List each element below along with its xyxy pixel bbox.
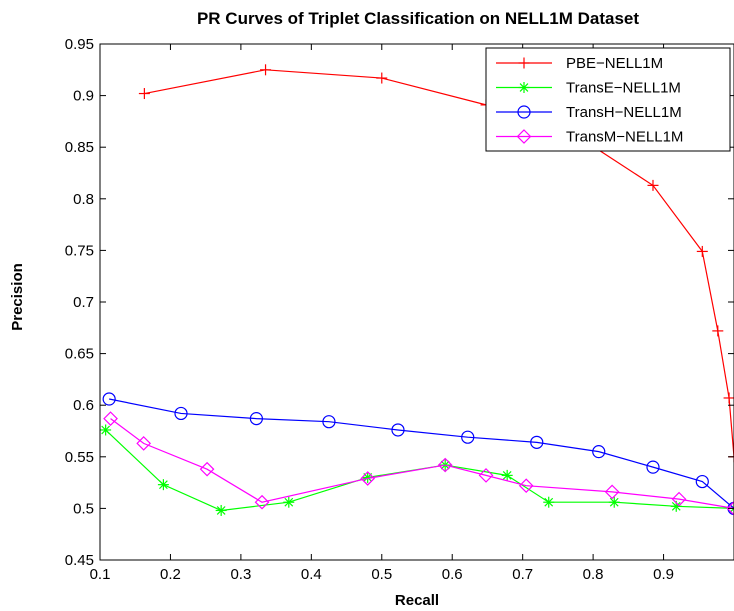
series-line [105,429,734,512]
data-point [592,445,606,459]
data-point [254,494,270,510]
data-point [283,496,295,508]
axes: 0.1 0.2 0.3 0.4 0.5 0.6 0.7 0.8 0.9 0.45 0.5 0.55 0.… [65,36,734,583]
data-point [696,245,708,257]
y-tick-label: 0.55 [65,449,94,466]
series-diamond [103,411,734,516]
y-tick-label: 0.85 [65,139,94,156]
data-point [199,461,215,477]
data-point [671,491,687,507]
data-point [138,88,150,100]
data-point [391,423,405,437]
data-point [646,460,660,474]
y-tick-label: 0.45 [65,552,94,569]
x-tick-label: 0.7 [512,566,533,583]
x-axis-title: Recall [395,592,439,609]
legend-marker [518,57,530,69]
data-point [174,406,188,421]
y-tick-label: 0.5 [73,500,94,517]
x-tick-label: 0.8 [583,566,604,583]
data-point [695,474,709,489]
data-point [157,479,169,491]
data-point [260,64,272,76]
legend-label: TransM−NELL1M [566,129,683,146]
x-tick-label: 0.4 [301,566,322,583]
data-point [437,457,453,473]
legend-box [485,47,731,152]
data-point [322,415,336,429]
y-axis-title: Precision [9,263,26,331]
plot-area [100,64,734,516]
data-point [608,496,620,508]
chart-title: PR Curves of Triplet Classification on N… [197,9,639,28]
data-point [726,501,734,516]
legend-entry: TransM−NELL1M [496,129,683,146]
data-point [103,411,118,426]
y-tick-label: 0.7 [73,294,94,311]
data-point [647,179,659,191]
y-tick-label: 0.9 [73,88,94,105]
legend-label: PBE−NELL1M [566,55,663,72]
data-point [376,72,388,84]
legend-marker [517,105,531,119]
legend-marker [518,82,530,93]
legend-marker [516,129,532,144]
y-tick-label: 0.6 [73,397,94,414]
x-tick-label: 0.3 [230,566,251,583]
legend-entry: PBE−NELL1M [496,55,663,72]
legend-entry: TransH−NELL1M [496,104,682,121]
data-point [461,430,475,444]
data-point [102,392,116,406]
x-tick-label: 0.6 [442,566,463,583]
series-circle [102,392,734,515]
series-line [110,418,734,509]
series-line [144,69,734,457]
legend-entry: TransE−NELL1M [496,80,681,97]
data-point [604,484,620,500]
data-point [136,436,152,451]
data-point [543,496,555,508]
y-tick-label: 0.75 [65,242,94,259]
y-tick-label: 0.65 [65,346,94,363]
data-point [501,469,513,481]
x-tick-label: 0.1 [90,566,111,583]
data-point [215,504,227,516]
legend: PBE−NELL1M TransE−NELL1M TransH−NELL1M Tran… [485,47,731,152]
x-tick-label: 0.5 [371,566,392,583]
data-point [518,478,534,494]
y-tick-label: 0.95 [65,36,94,53]
data-point [530,435,544,449]
series-plus [138,64,734,463]
series-line [109,398,734,509]
data-point [249,412,263,426]
data-point [723,392,734,404]
y-tick-label: 0.8 [73,191,94,208]
legend-label: TransE−NELL1M [566,80,681,97]
x-tick-label: 0.9 [653,566,674,583]
data-point [360,471,376,486]
data-point [712,325,724,337]
data-point [100,424,112,436]
legend-label: TransH−NELL1M [566,104,682,121]
x-tick-label: 0.2 [160,566,181,583]
data-point [478,468,494,483]
